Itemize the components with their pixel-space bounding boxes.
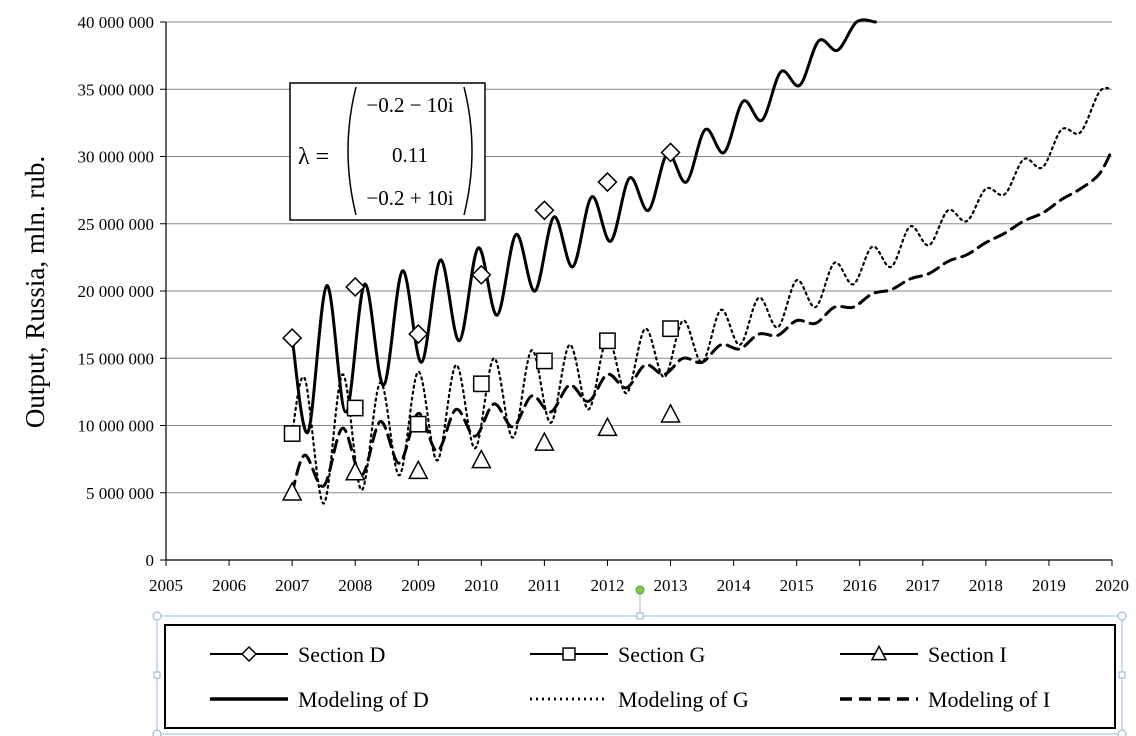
marker-section-d (345, 276, 366, 298)
marker-section-d (282, 328, 303, 349)
annotation-lambda: λ = (298, 144, 329, 170)
x-tick-label: 2006 (212, 576, 246, 595)
x-tick-label: 2015 (780, 576, 814, 595)
marker-section-d (660, 142, 681, 163)
marker-section-i (408, 459, 429, 480)
marker-section-i (344, 461, 366, 481)
selection-handle-top-left[interactable] (152, 611, 162, 621)
matrix-row-3: −0.2 + 10i (366, 186, 453, 210)
y-tick-label: 10 000 000 (78, 417, 155, 436)
x-axis-tick-labels: 2005 2006 2007 2008 2009 2010 2011 2012 2013 2014… (149, 576, 1129, 595)
y-tick-label: 25 000 000 (78, 215, 155, 234)
y-tick-label: 5 000 000 (86, 484, 154, 503)
marker-section-g (536, 352, 553, 370)
legend-marker-section-i (870, 644, 888, 661)
legend-label-section-g: Section G (618, 642, 705, 667)
marker-section-d (597, 171, 618, 193)
marker-section-i (597, 416, 618, 437)
marker-section-g (472, 375, 490, 393)
x-tick-label: 2014 (717, 576, 752, 595)
selection-handle-top[interactable] (636, 612, 644, 620)
x-tick-label: 2019 (1032, 576, 1066, 595)
marker-section-i (534, 431, 555, 451)
y-tick-label: 40 000 000 (78, 13, 155, 32)
x-tick-label: 2009 (401, 576, 435, 595)
y-tick-label: 35 000 000 (78, 80, 155, 99)
series-line-modeling-of-i (290, 148, 1114, 495)
marker-section-g (599, 332, 616, 350)
legend-label-section-i: Section I (928, 642, 1007, 667)
x-tick-label: 2012 (590, 576, 624, 595)
marker-section-i (281, 481, 303, 501)
eigenvalue-annotation: λ = −0.2 − 10i 0.11 −0.2 + 10i (289, 82, 486, 221)
x-tick-label: 2017 (906, 576, 941, 595)
x-tick-label: 2016 (843, 576, 877, 595)
y-tick-label: 20 000 000 (78, 282, 155, 301)
marker-section-g (662, 320, 679, 338)
series-layer (281, 18, 1114, 505)
y-tick-label: 15 000 000 (78, 349, 155, 368)
marker-section-g (283, 425, 301, 442)
x-tick-label: 2007 (275, 576, 310, 595)
matrix-row-1: −0.2 − 10i (366, 93, 453, 117)
legend-label-modeling-of-g: Modeling of G (618, 687, 749, 712)
selection-handle-right[interactable] (1118, 671, 1126, 679)
x-tick-label: 2011 (528, 576, 561, 595)
legend-marker-section-g (562, 647, 576, 661)
selection-handle-left[interactable] (153, 671, 161, 679)
x-tick-label: 2018 (969, 576, 1003, 595)
y-axis-tick-labels: 0 5 000 000 10 000 000 15 000 000 20 000 000… (78, 13, 155, 570)
legend-marker-section-d (240, 645, 258, 663)
legend-label-modeling-of-d: Modeling of D (298, 687, 429, 712)
x-tick-label: 2008 (338, 576, 372, 595)
selection-handle-bottom-right[interactable] (1117, 729, 1127, 736)
legend: Section D Section G Section I Modeling of D… (152, 585, 1127, 736)
y-tick-label: 30 000 000 (78, 148, 155, 167)
marker-section-g (346, 399, 364, 417)
legend-label-modeling-of-i: Modeling of I (928, 687, 1050, 712)
y-tick-label: 0 (146, 551, 155, 570)
selection-handle-bottom-left[interactable] (152, 729, 162, 736)
marker-section-i (660, 403, 681, 423)
x-tick-label: 2013 (654, 576, 688, 595)
matrix-row-2: 0.11 (392, 143, 428, 167)
legend-items: Section D Section G Section I Modeling of D… (210, 642, 1050, 712)
matrix-left-paren (347, 86, 357, 216)
legend-label-section-d: Section D (298, 642, 385, 667)
marker-section-d (408, 323, 429, 345)
x-tick-label: 2010 (464, 576, 498, 595)
marker-section-d (534, 200, 555, 221)
x-tick-label: 2005 (149, 576, 183, 595)
axes (160, 21, 1113, 566)
series-line-modeling-of-d (290, 18, 877, 434)
legend-box (164, 624, 1116, 729)
series-line-modeling-of-g (291, 86, 1114, 505)
marker-section-d (471, 264, 492, 285)
selection-rotate-handle[interactable] (635, 585, 645, 595)
selection-handle-top-right[interactable] (1117, 611, 1127, 621)
x-tick-label: 2020 (1095, 576, 1129, 595)
marker-section-g (409, 415, 427, 433)
y-axis-title: Output, Russia, mln. rub. (20, 156, 50, 428)
annotation-box (289, 82, 486, 221)
marker-section-i (471, 448, 492, 469)
matrix-right-paren (463, 86, 473, 216)
